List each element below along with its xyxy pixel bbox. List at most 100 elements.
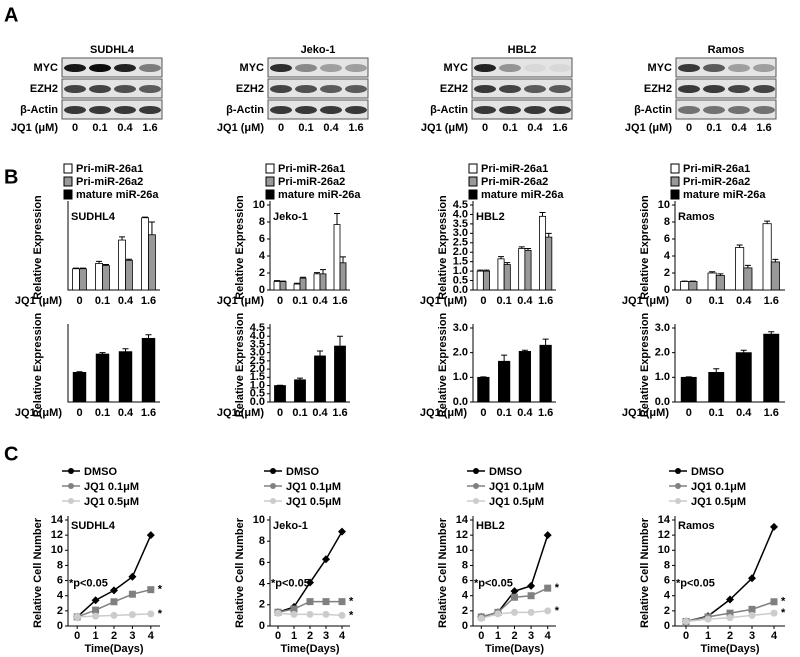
blot-band xyxy=(345,85,367,93)
panel-label: C xyxy=(4,443,18,465)
y-axis-label: Relative Expression xyxy=(437,195,449,300)
legend-swatch xyxy=(468,176,478,187)
bar xyxy=(518,248,526,291)
x-tick-label: 0.1 xyxy=(709,407,724,419)
blot-band xyxy=(549,64,571,72)
blot-frame xyxy=(675,57,777,78)
marker xyxy=(322,598,330,606)
marker xyxy=(748,605,756,613)
y-tick-label: 3.0 xyxy=(453,322,468,334)
y-tick-label: 1.5 xyxy=(453,256,468,268)
bar xyxy=(680,376,697,403)
y-tick-label: 1.0 xyxy=(453,371,468,383)
x-tick-label: 0 xyxy=(480,295,486,307)
blot-x-label: JQ1 (μM) xyxy=(217,122,264,134)
error-bar xyxy=(96,260,103,264)
y-tick-label: 14 xyxy=(456,514,469,526)
error-bar xyxy=(125,258,132,261)
blot-band xyxy=(64,106,86,114)
blot-band xyxy=(524,64,546,72)
y-axis-label: Relative Cell Number xyxy=(437,517,449,628)
x-tick-label: 0.4 xyxy=(118,407,134,419)
y-tick-label: 8 xyxy=(664,216,670,228)
axis xyxy=(674,516,785,627)
x-tick-label: 1.6 xyxy=(141,407,156,419)
legend-label: JQ1 0.5μM xyxy=(489,496,544,508)
significance: * xyxy=(555,582,560,594)
blot-category: 0.1 xyxy=(298,122,313,134)
blot-row-label: β-Actin xyxy=(20,104,58,116)
y-axis-label: Relative Expression xyxy=(234,312,246,417)
x-axis-label: Time(Days) xyxy=(280,643,339,655)
y-tick-label: 0 xyxy=(259,620,265,632)
y-tick-label: 2 xyxy=(664,267,670,279)
blot-category: 0.1 xyxy=(92,122,107,134)
legend-swatch xyxy=(63,163,73,174)
blot-band xyxy=(270,106,292,114)
blot-frame xyxy=(267,57,369,78)
bar xyxy=(539,344,552,403)
blot-category: 0.4 xyxy=(323,122,339,134)
legend-marker xyxy=(68,498,74,504)
legend-label: mature miR-26a xyxy=(683,189,766,201)
legend-swatch xyxy=(670,189,680,200)
x-tick-label: 0.4 xyxy=(312,407,328,419)
y-tick-label: 2.0 xyxy=(453,347,468,359)
blot-band xyxy=(728,64,750,72)
legend-label: DMSO xyxy=(84,466,117,478)
blot-category: 0 xyxy=(482,122,488,134)
annotation: *p<0.05 xyxy=(271,578,310,590)
bar xyxy=(293,283,301,291)
panel-label: A xyxy=(4,4,18,26)
blot-band xyxy=(139,64,161,72)
blot-frame xyxy=(471,78,573,99)
blot-band xyxy=(703,85,725,93)
blot-band xyxy=(295,106,317,114)
y-tick-label: 6 xyxy=(259,556,265,568)
x-tick-label: 0 xyxy=(683,630,689,642)
marker xyxy=(494,610,502,618)
blot-band xyxy=(499,106,521,114)
y-tick-label: 2.0 xyxy=(655,347,670,359)
error-bar xyxy=(744,264,751,268)
significance: * xyxy=(781,607,786,619)
blot-title: SUDHL4 xyxy=(90,44,135,56)
error-bar xyxy=(102,264,109,266)
y-tick-label: 3.0 xyxy=(250,347,265,359)
error-bar xyxy=(717,273,724,276)
marker xyxy=(306,610,314,618)
blot-band xyxy=(474,64,496,72)
bar xyxy=(102,265,110,291)
y-tick-label: 1.0 xyxy=(453,265,468,277)
marker xyxy=(748,574,756,583)
x-axis-label: Time(Days) xyxy=(84,643,143,655)
y-tick-label: 14 xyxy=(658,514,671,526)
bar xyxy=(763,333,780,403)
x-tick-label: 1 xyxy=(495,630,501,642)
blot-band xyxy=(139,85,161,93)
y-tick-label: 0 xyxy=(462,620,468,632)
blot-frame xyxy=(675,78,777,99)
error-bar xyxy=(477,269,484,272)
legend-swatch xyxy=(63,189,73,200)
y-tick-label: 2.5 xyxy=(453,237,468,249)
y-tick-label: 2 xyxy=(462,605,468,617)
x-tick-label: 0 xyxy=(277,295,283,307)
y-tick-label: 0.0 xyxy=(453,284,468,296)
marker xyxy=(726,609,734,617)
x-tick-label: 1 xyxy=(93,630,99,642)
bar xyxy=(72,371,87,403)
legend-marker xyxy=(473,468,479,474)
y-tick-label: 6 xyxy=(259,233,265,245)
bar xyxy=(715,275,725,291)
bar xyxy=(539,215,547,291)
bar xyxy=(708,371,725,403)
error-bar xyxy=(521,349,528,352)
y-tick-label: 12 xyxy=(51,529,63,541)
marker xyxy=(510,587,519,596)
x-axis-label: Time(Days) xyxy=(485,643,544,655)
chart-title: Jeko-1 xyxy=(273,520,308,532)
blot-category: 0 xyxy=(686,122,692,134)
bar xyxy=(72,268,80,291)
